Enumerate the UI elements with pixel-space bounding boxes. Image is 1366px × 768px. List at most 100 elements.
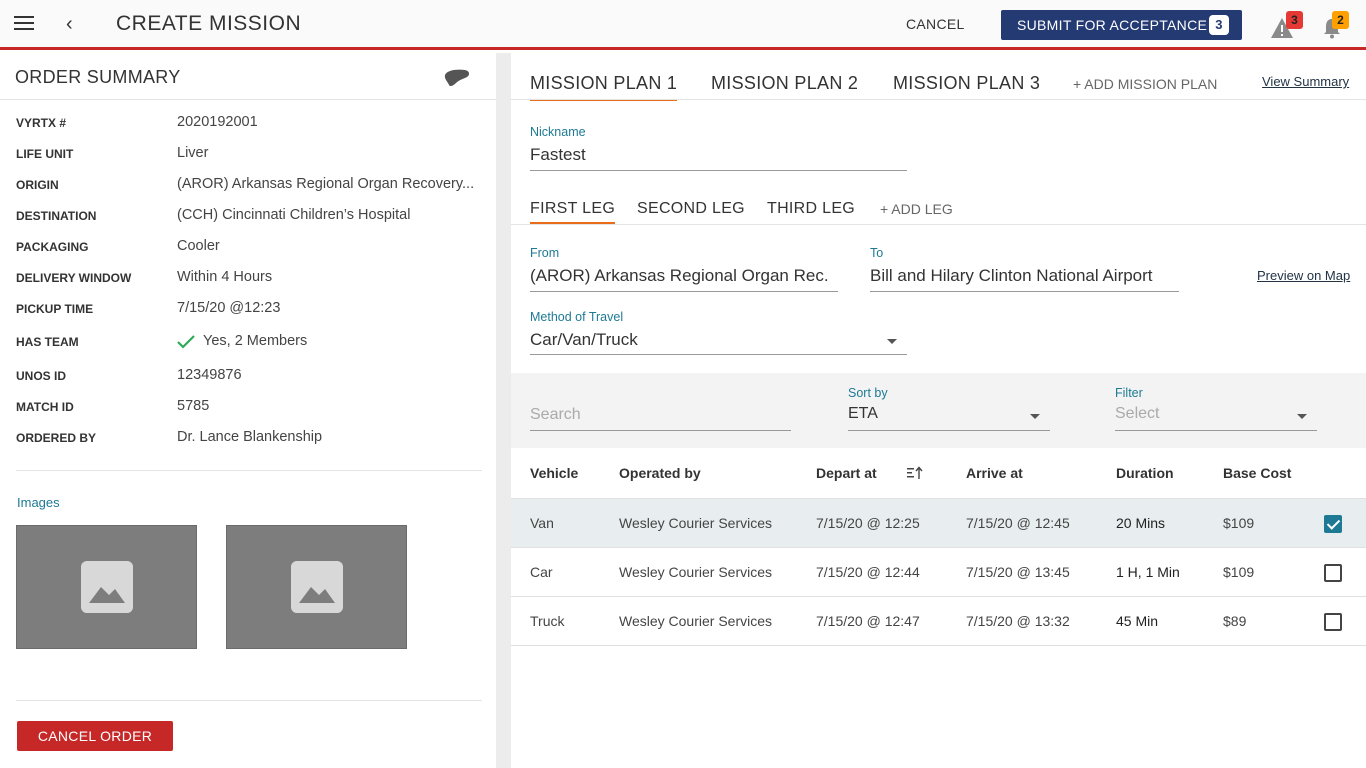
table-row[interactable]: Truck Wesley Courier Services 7/15/20 @ … (511, 597, 1366, 646)
submit-button-label: SUBMIT FOR ACCEPTANCE (1017, 17, 1208, 33)
sort-by-label: Sort by (848, 386, 888, 400)
summary-value: (CCH) Cincinnati Children’s Hospital (177, 207, 411, 223)
summary-value: 2020192001 (177, 114, 258, 130)
summary-label: VYRTX # (16, 116, 67, 130)
column-header-operated-by[interactable]: Operated by (619, 465, 701, 481)
summary-value: Cooler (177, 238, 220, 254)
submit-for-acceptance-button[interactable]: SUBMIT FOR ACCEPTANCE 3 (1001, 10, 1242, 40)
column-header-vehicle[interactable]: Vehicle (530, 465, 579, 481)
tab-second-leg[interactable]: SECOND LEG (637, 200, 745, 217)
image-placeholder-icon (81, 561, 133, 613)
back-arrow-icon[interactable]: ‹ (66, 13, 73, 35)
to-input[interactable]: Bill and Hilary Clinton National Airport (870, 266, 1153, 285)
preview-on-map-link[interactable]: Preview on Map (1257, 268, 1351, 283)
tab-first-leg[interactable]: FIRST LEG (530, 200, 616, 224)
filter-bar: Search Sort by ETA Filter Select (511, 373, 1366, 448)
warning-count-badge: 3 (1286, 11, 1303, 29)
divider (16, 470, 482, 471)
summary-label: LIFE UNIT (16, 147, 74, 161)
method-of-travel-label: Method of Travel (530, 310, 624, 324)
summary-label: PICKUP TIME (16, 302, 94, 316)
add-mission-plan-button[interactable]: + ADD MISSION PLAN (1073, 76, 1218, 92)
cell-arrive: 7/15/20 @ 13:32 (966, 613, 1070, 629)
tab-mission-plan-1[interactable]: MISSION PLAN 1 (530, 73, 678, 101)
from-input[interactable]: (AROR) Arkansas Regional Organ Rec... (530, 266, 830, 285)
cell-operator: Wesley Courier Services (619, 613, 773, 629)
search-input[interactable]: Search (530, 406, 581, 423)
column-header-arrive-at[interactable]: Arrive at (966, 465, 1023, 481)
input-underline (530, 354, 907, 355)
panel-separator (496, 53, 511, 768)
add-leg-button[interactable]: + ADD LEG (880, 201, 953, 217)
column-header-duration[interactable]: Duration (1116, 465, 1174, 481)
cell-vehicle: Van (530, 515, 554, 531)
divider (16, 700, 482, 701)
input-underline (1115, 430, 1317, 431)
from-label: From (530, 246, 560, 260)
order-summary-title: ORDER SUMMARY (15, 67, 181, 87)
cancel-button[interactable]: CANCEL (906, 16, 965, 32)
nickname-input[interactable]: Fastest (530, 145, 586, 164)
row-select-checkbox[interactable] (1324, 613, 1342, 631)
image-thumbnail[interactable] (226, 525, 407, 649)
cell-arrive: 7/15/20 @ 13:45 (966, 564, 1070, 580)
chevron-down-icon[interactable] (887, 339, 897, 344)
input-underline (530, 291, 838, 292)
table-row[interactable]: Car Wesley Courier Services 7/15/20 @ 12… (511, 548, 1366, 597)
summary-value: Dr. Lance Blankenship (177, 429, 323, 445)
sort-icon[interactable] (907, 466, 923, 480)
notification-count-badge: 2 (1332, 11, 1349, 29)
row-select-checkbox[interactable] (1324, 564, 1342, 582)
tab-mission-plan-2[interactable]: MISSION PLAN 2 (711, 73, 859, 93)
summary-label: DESTINATION (16, 209, 97, 223)
summary-label: ORDERED BY (16, 431, 97, 445)
image-placeholder-icon (291, 561, 343, 613)
summary-label: HAS TEAM (16, 335, 79, 349)
cell-depart: 7/15/20 @ 12:47 (816, 613, 920, 629)
view-summary-link[interactable]: View Summary (1262, 74, 1350, 89)
method-of-travel-select[interactable]: Car/Van/Truck (530, 330, 638, 349)
cell-operator: Wesley Courier Services (619, 515, 773, 531)
hamburger-menu-icon[interactable] (14, 16, 34, 32)
nickname-label: Nickname (530, 125, 586, 139)
summary-value: Liver (177, 145, 209, 161)
warning-icon[interactable] (1270, 17, 1294, 39)
cell-cost: $109 (1223, 564, 1255, 580)
summary-label: DELIVERY WINDOW (16, 271, 132, 285)
image-thumbnail[interactable] (16, 525, 197, 649)
input-underline (530, 430, 791, 431)
tab-mission-plan-3[interactable]: MISSION PLAN 3 (893, 73, 1041, 93)
cell-duration: 45 Min (1116, 613, 1159, 629)
cell-vehicle: Truck (530, 613, 565, 629)
table-row[interactable]: Van Wesley Courier Services 7/15/20 @ 12… (511, 499, 1366, 548)
column-header-depart-at[interactable]: Depart at (816, 465, 877, 481)
cell-duration: 20 Mins (1116, 515, 1166, 531)
cell-depart: 7/15/20 @ 12:44 (816, 564, 920, 580)
chevron-down-icon[interactable] (1030, 414, 1040, 419)
summary-label: UNOS ID (16, 369, 67, 383)
column-header-base-cost[interactable]: Base Cost (1223, 465, 1292, 481)
cell-vehicle: Car (530, 564, 553, 580)
to-label: To (870, 246, 884, 260)
row-select-checkbox[interactable] (1324, 515, 1342, 533)
summary-value: 12349876 (177, 367, 242, 383)
chevron-down-icon[interactable] (1297, 414, 1307, 419)
tab-third-leg[interactable]: THIRD LEG (767, 200, 856, 217)
input-underline (530, 170, 907, 171)
submit-count-badge: 3 (1209, 15, 1229, 35)
filter-label: Filter (1115, 386, 1143, 400)
cell-depart: 7/15/20 @ 12:25 (816, 515, 920, 531)
cancel-order-button[interactable]: CANCEL ORDER (17, 721, 173, 751)
order-summary-panel: ORDER SUMMARY VYRTX # 2020192001 LIFE UN… (0, 53, 496, 768)
top-app-bar: ‹ CREATE MISSION CANCEL SUBMIT FOR ACCEP… (0, 0, 1366, 50)
sort-by-select[interactable]: ETA (848, 405, 878, 422)
summary-value: 5785 (177, 398, 210, 414)
filter-select[interactable]: Select (1115, 405, 1160, 422)
mission-plan-panel: MISSION PLAN 1 MISSION PLAN 2 MISSION PL… (511, 53, 1366, 768)
images-label: Images (17, 495, 60, 510)
summary-value: (AROR) Arkansas Regional Organ Recovery.… (177, 176, 475, 192)
cell-cost: $89 (1223, 613, 1247, 629)
divider (511, 498, 1366, 499)
checkmark-icon (177, 335, 195, 349)
divider (511, 99, 1366, 100)
